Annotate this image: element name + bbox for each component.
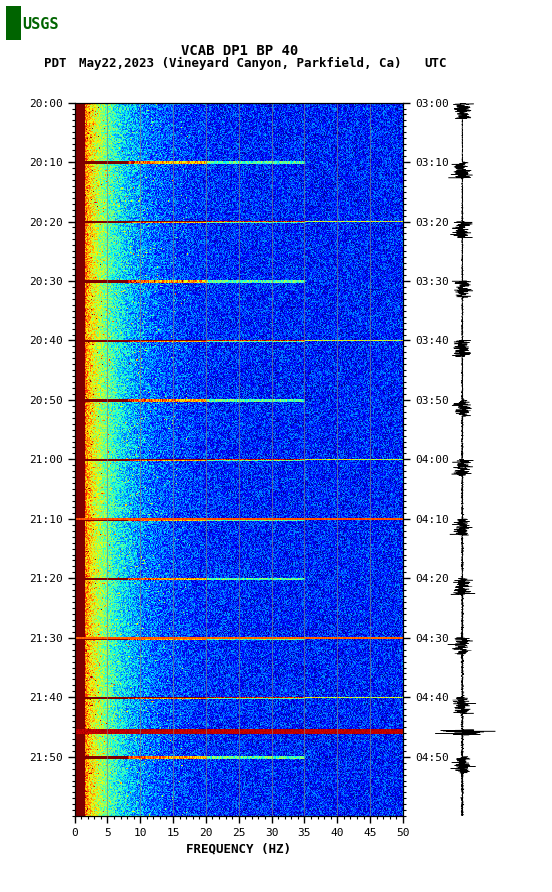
Text: May22,2023 (Vineyard Canyon, Parkfield, Ca): May22,2023 (Vineyard Canyon, Parkfield, … bbox=[79, 57, 401, 70]
X-axis label: FREQUENCY (HZ): FREQUENCY (HZ) bbox=[186, 842, 291, 855]
Text: PDT: PDT bbox=[44, 57, 67, 70]
Text: UTC: UTC bbox=[425, 57, 447, 70]
Text: █: █ bbox=[8, 17, 20, 32]
Text: VCAB DP1 BP 40: VCAB DP1 BP 40 bbox=[182, 44, 299, 58]
FancyBboxPatch shape bbox=[6, 6, 21, 40]
Text: USGS: USGS bbox=[22, 17, 59, 32]
